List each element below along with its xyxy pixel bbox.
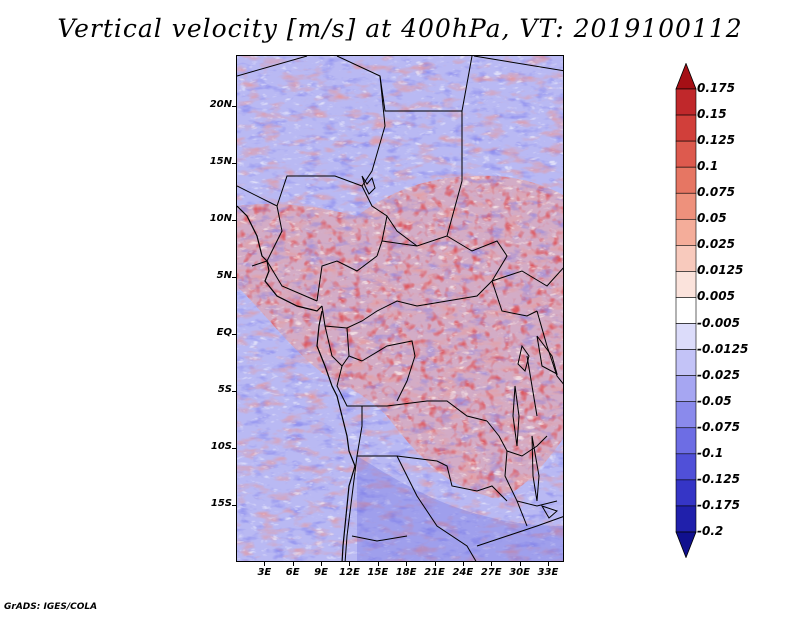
- lon-tick-label: 12E: [339, 567, 360, 578]
- lon-tick-mark: [349, 562, 350, 566]
- lon-tick-label: 6E: [285, 567, 300, 578]
- colorbar-label: -0.175: [697, 497, 740, 512]
- colorbar-label: -0.05: [697, 393, 732, 408]
- colorbar-label: -0.025: [697, 367, 740, 382]
- colorbar-label: 0.175: [697, 81, 735, 95]
- velocity-field: [237, 56, 563, 561]
- colorbar-label: -0.125: [697, 471, 740, 486]
- colorbar-bin: [675, 453, 697, 481]
- colorbar-bin: [675, 427, 697, 455]
- colorbar-label: -0.075: [697, 419, 740, 434]
- colorbar-bin: [675, 192, 697, 220]
- lat-tick-mark: [232, 505, 236, 506]
- colorbar-label: 0.025: [697, 237, 735, 252]
- map-title: Vertical velocity [m/s] at 400hPa, VT: 2…: [57, 14, 743, 43]
- lon-tick-mark: [406, 562, 407, 566]
- lon-tick-mark: [548, 562, 549, 566]
- lat-tick-mark: [232, 391, 236, 392]
- lon-tick-mark: [321, 562, 322, 566]
- colorbar-bin: [675, 114, 697, 142]
- lon-tick-label: 9E: [314, 567, 328, 578]
- colorbar-bin: [675, 323, 697, 350]
- lon-tick-label: 18E: [395, 567, 417, 578]
- lat-tick-label: 15N: [209, 156, 232, 168]
- colorbar-bin: [675, 218, 697, 246]
- colorbar-label: 0.075: [697, 185, 735, 200]
- colorbar-bin: [675, 479, 697, 507]
- lon-tick-label: 33E: [537, 567, 559, 578]
- colorbar-bin: [675, 375, 697, 403]
- lon-tick-mark: [293, 562, 294, 566]
- lat-tick-label: 15S: [210, 498, 232, 510]
- colorbar-label: 0.125: [697, 133, 735, 148]
- lon-tick-label: 24E: [452, 567, 474, 578]
- colorbar-bin: [675, 271, 697, 298]
- colorbar-max-triangle: [675, 63, 697, 90]
- colorbar-label: 0.15: [697, 107, 727, 122]
- colorbar-bin: [675, 166, 697, 194]
- lon-tick-mark: [463, 562, 464, 566]
- lat-tick-label: 10S: [210, 441, 232, 453]
- colorbar-label: 0.1: [697, 159, 719, 174]
- colorbar: [675, 63, 697, 558]
- colorbar-bin: [675, 505, 697, 533]
- lat-tick-label: 5S: [217, 384, 232, 396]
- lat-tick-mark: [232, 106, 236, 107]
- colorbar-bin: [675, 401, 697, 429]
- grads-credit: GrADS: IGES/COLA: [4, 602, 98, 612]
- lat-tick-label: EQ: [216, 327, 232, 339]
- colorbar-min-triangle: [675, 531, 697, 558]
- lon-tick-label: 3E: [257, 567, 272, 578]
- lat-tick-label: 5N: [216, 270, 232, 282]
- lat-tick-label: 20N: [209, 99, 232, 111]
- colorbar-bin: [675, 297, 697, 324]
- lon-tick-mark: [378, 562, 379, 566]
- lon-tick-label: 27E: [480, 567, 502, 578]
- country-borders: [237, 56, 563, 561]
- lon-tick-mark: [520, 562, 521, 566]
- lon-tick-label: 30E: [509, 567, 530, 578]
- lat-tick-mark: [232, 163, 236, 164]
- colorbar-label: 0.05: [697, 211, 727, 226]
- lat-tick-mark: [232, 220, 236, 221]
- colorbar-label: -0.2: [697, 524, 724, 538]
- colorbar-bin: [675, 140, 697, 168]
- colorbar-label: 0.005: [697, 289, 735, 304]
- lat-tick-mark: [232, 334, 236, 335]
- coastline: [237, 205, 356, 561]
- map-panel: [236, 55, 564, 562]
- colorbar-label: -0.1: [697, 445, 724, 460]
- lon-tick-label: 21E: [424, 567, 445, 578]
- lat-tick-mark: [232, 277, 236, 278]
- colorbar-label: -0.005: [697, 315, 740, 330]
- colorbar-bin: [675, 88, 697, 116]
- lon-tick-label: 15E: [367, 567, 389, 578]
- colorbar-label: -0.0125: [697, 341, 749, 356]
- lon-tick-mark: [491, 562, 492, 566]
- lat-tick-mark: [232, 448, 236, 449]
- lakes: [361, 175, 558, 519]
- colorbar-label: 0.0125: [697, 263, 744, 278]
- colorbar-bin: [675, 349, 697, 376]
- colorbar-bin: [675, 245, 697, 272]
- lon-tick-mark: [264, 562, 265, 566]
- lat-tick-label: 10N: [209, 213, 232, 225]
- lon-tick-mark: [435, 562, 436, 566]
